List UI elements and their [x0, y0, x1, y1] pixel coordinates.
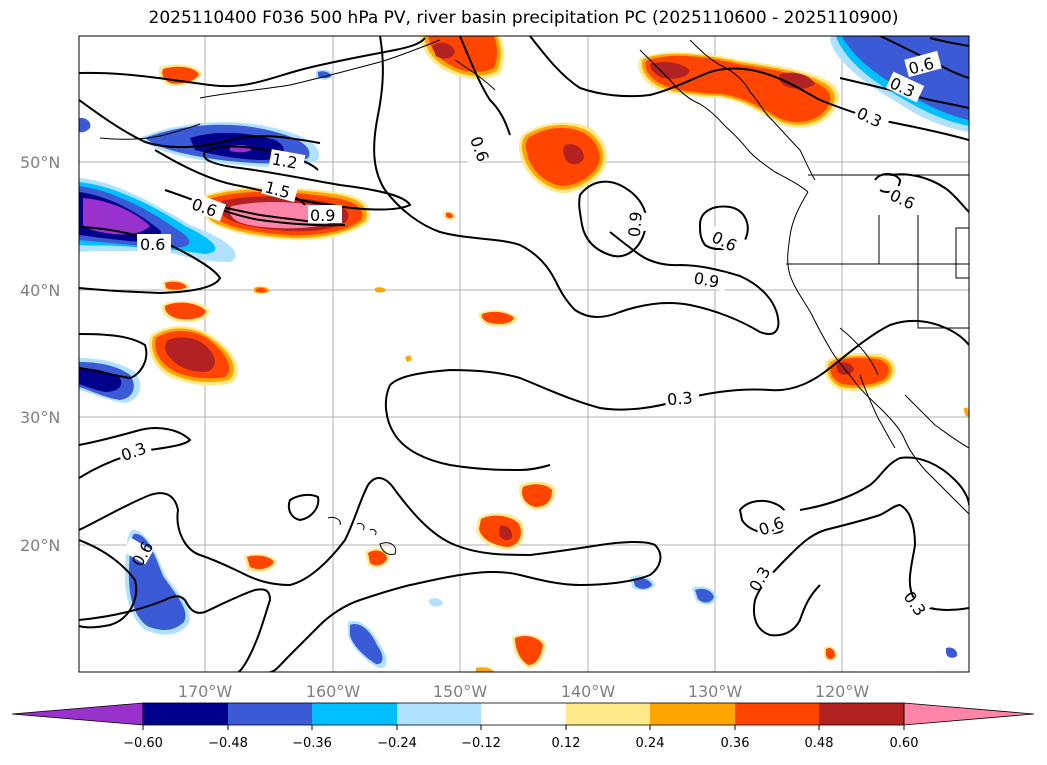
colorbar-swatch — [228, 703, 312, 725]
contour-label: 0.6 — [140, 235, 165, 254]
lon-label: 120°W — [815, 682, 870, 701]
colorbar-swatch — [650, 703, 735, 725]
contour-label: 1.2 — [270, 150, 298, 173]
pv-contour — [889, 173, 969, 213]
latitude-labels: 50°N 40°N 30°N 20°N — [20, 153, 60, 555]
colorbar-tick-label: 0.48 — [805, 736, 834, 751]
pv-contour — [79, 477, 662, 672]
colorbar-tick-label: 0.60 — [890, 736, 919, 751]
lat-label: 20°N — [20, 536, 60, 555]
pv-contour — [79, 333, 148, 380]
lon-label: 140°W — [561, 682, 616, 701]
pv-contour — [799, 456, 969, 511]
contour-label: 0.9 — [310, 206, 335, 225]
colorbar-tick-label: 0.12 — [552, 736, 581, 751]
pv-contour — [287, 493, 320, 522]
lon-label: 150°W — [433, 682, 488, 701]
map-title: 2025110400 F036 500 hPa PV, river basin … — [148, 8, 899, 28]
colorbar-tick-label: −0.36 — [292, 736, 332, 751]
pv-contour — [389, 319, 969, 411]
colorbar-swatch — [481, 703, 566, 725]
lon-label: 170°W — [178, 682, 233, 701]
pv-contour — [79, 539, 138, 629]
colorbar-swatch — [566, 703, 650, 725]
pv-contour — [754, 503, 969, 611]
pv-contour — [384, 384, 551, 472]
colorbar-tick-label: −0.60 — [123, 736, 163, 751]
pv-contour — [79, 588, 272, 672]
pv-contour — [578, 180, 648, 258]
contour-label: 0.9 — [625, 211, 646, 238]
pv-contour — [154, 145, 412, 211]
colorbar-tick-label: −0.48 — [208, 736, 248, 751]
colorbar-tick-label: 0.36 — [721, 736, 750, 751]
lat-label: 50°N — [20, 153, 60, 172]
contour-label: 0.3 — [666, 388, 693, 409]
pv-contour — [79, 37, 426, 88]
lat-label: 40°N — [20, 281, 60, 300]
lat-label: 30°N — [20, 408, 60, 427]
map-area: 0.6 0.3 0.6 1.2 1.5 0.6 0.9 0.6 0.9 0.6 … — [79, 36, 969, 672]
contour-label: 0.9 — [692, 269, 720, 292]
colorbar-swatch — [143, 703, 228, 725]
neg-blob-aleutian-far-east — [79, 117, 91, 133]
map-frame — [78, 35, 970, 673]
colorbar: −0.60 −0.48 −0.36 −0.24 −0.12 0.12 0.24 … — [11, 702, 1035, 751]
longitude-labels: 170°W 160°W 150°W 140°W 130°W 120°W — [178, 682, 870, 701]
colorbar-swatch — [819, 703, 904, 725]
colorbar-swatch — [312, 703, 397, 725]
colorbar-tick-label: 0.24 — [636, 736, 665, 751]
pv-contour — [79, 99, 321, 149]
pv-contours — [79, 36, 969, 672]
lon-label: 160°W — [306, 682, 361, 701]
colorbar-tick-label: −0.12 — [461, 736, 501, 751]
colorbar-ticks — [142, 725, 905, 730]
pv-contour — [929, 37, 969, 47]
pv-contour — [879, 36, 969, 79]
colorbar-max-extend — [903, 702, 1035, 726]
colorbar-min-extend — [11, 702, 144, 726]
colorbar-swatch — [735, 703, 819, 725]
colorbar-tick-label: −0.24 — [377, 736, 417, 751]
pv-contour — [874, 173, 902, 193]
pv-contour — [373, 36, 780, 336]
colorbar-swatch — [397, 703, 481, 725]
lon-label: 130°W — [688, 682, 743, 701]
pv-contour — [752, 584, 821, 637]
pv-contour — [839, 77, 969, 109]
pv-contour — [459, 36, 511, 136]
positive-anomaly-areas — [148, 36, 969, 672]
